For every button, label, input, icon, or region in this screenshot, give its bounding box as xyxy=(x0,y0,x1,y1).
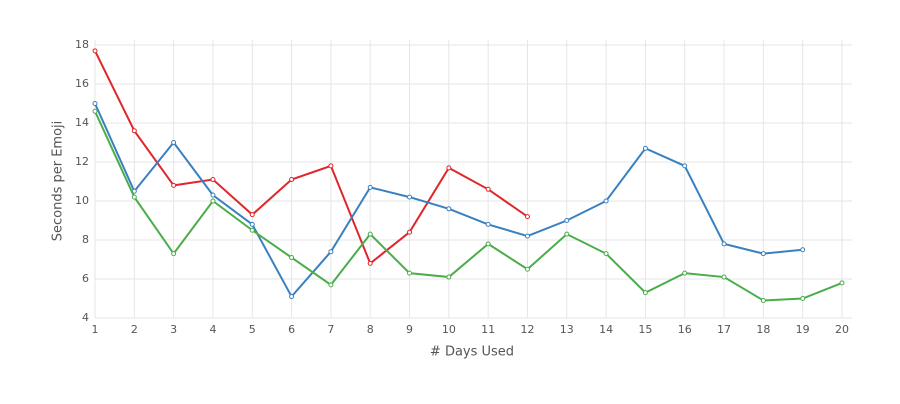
point xyxy=(249,227,255,233)
point xyxy=(367,184,373,190)
point xyxy=(564,218,570,223)
y-tick-label: 18 xyxy=(75,38,89,51)
point xyxy=(760,251,766,257)
point xyxy=(485,241,491,247)
x-tick-label: 4 xyxy=(209,323,216,336)
point xyxy=(328,282,334,288)
point xyxy=(210,192,216,198)
point xyxy=(407,270,413,276)
point xyxy=(367,231,373,237)
point xyxy=(171,182,177,188)
y-tick-label: 8 xyxy=(82,233,89,246)
point xyxy=(92,108,98,114)
x-tick-label: 13 xyxy=(560,323,574,336)
point xyxy=(171,140,177,145)
point xyxy=(524,266,530,272)
point xyxy=(682,270,688,276)
x-tick-label: 6 xyxy=(288,323,295,336)
x-tick-label: 2 xyxy=(131,323,138,336)
x-tick-label: 5 xyxy=(249,323,256,336)
point xyxy=(603,198,609,204)
point xyxy=(682,163,688,169)
point xyxy=(210,198,216,204)
point xyxy=(92,48,98,54)
point xyxy=(446,206,452,212)
point xyxy=(249,212,255,218)
x-tick-label: 7 xyxy=(327,323,334,336)
x-tick-label: 10 xyxy=(442,323,456,336)
x-tick-label: 17 xyxy=(717,323,731,336)
point xyxy=(642,290,648,296)
x-tick-label: 12 xyxy=(520,323,534,336)
point xyxy=(289,255,295,261)
y-tick-label: 4 xyxy=(82,311,89,324)
point xyxy=(485,221,491,227)
x-axis-label: # Days Used xyxy=(430,345,514,360)
y-tick-label: 6 xyxy=(82,272,89,285)
point xyxy=(839,280,845,286)
point xyxy=(171,251,177,257)
point xyxy=(800,247,806,253)
x-tick-label: 18 xyxy=(756,323,770,336)
point xyxy=(249,221,255,227)
point xyxy=(367,260,373,266)
series-line xyxy=(94,110,843,302)
point xyxy=(642,145,648,151)
point xyxy=(407,194,413,200)
y-axis-label: Seconds per Emoji xyxy=(51,121,66,242)
point xyxy=(721,241,727,247)
point xyxy=(524,233,530,239)
x-tick-label: 1 xyxy=(92,323,99,336)
point xyxy=(446,274,452,280)
x-tick-label: 20 xyxy=(835,323,849,336)
x-tick-label: 11 xyxy=(481,323,495,336)
point xyxy=(760,297,766,303)
point xyxy=(564,231,570,237)
point xyxy=(328,249,334,255)
x-tick-label: 15 xyxy=(638,323,652,336)
x-tick-label: 9 xyxy=(406,323,413,336)
x-tick-label: 3 xyxy=(170,323,177,336)
point xyxy=(131,194,137,200)
point xyxy=(131,128,137,134)
x-tick-label: 16 xyxy=(678,323,692,336)
x-tick-label: 8 xyxy=(367,323,374,336)
y-tick-label: 16 xyxy=(75,77,89,90)
series-line xyxy=(94,50,529,266)
point xyxy=(92,101,98,106)
y-tick-label: 14 xyxy=(75,116,89,129)
point xyxy=(485,186,491,192)
point xyxy=(603,251,609,257)
point xyxy=(210,177,216,183)
y-tick-label: 12 xyxy=(75,155,89,168)
point xyxy=(289,294,295,300)
point xyxy=(800,296,806,301)
point xyxy=(524,214,530,220)
y-tick-label: 10 xyxy=(75,194,89,207)
x-tick-label: 14 xyxy=(599,323,613,336)
point xyxy=(446,165,452,171)
point xyxy=(407,229,413,235)
point xyxy=(328,163,334,169)
point xyxy=(721,274,727,280)
point xyxy=(289,177,295,183)
x-tick-label: 19 xyxy=(796,323,810,336)
